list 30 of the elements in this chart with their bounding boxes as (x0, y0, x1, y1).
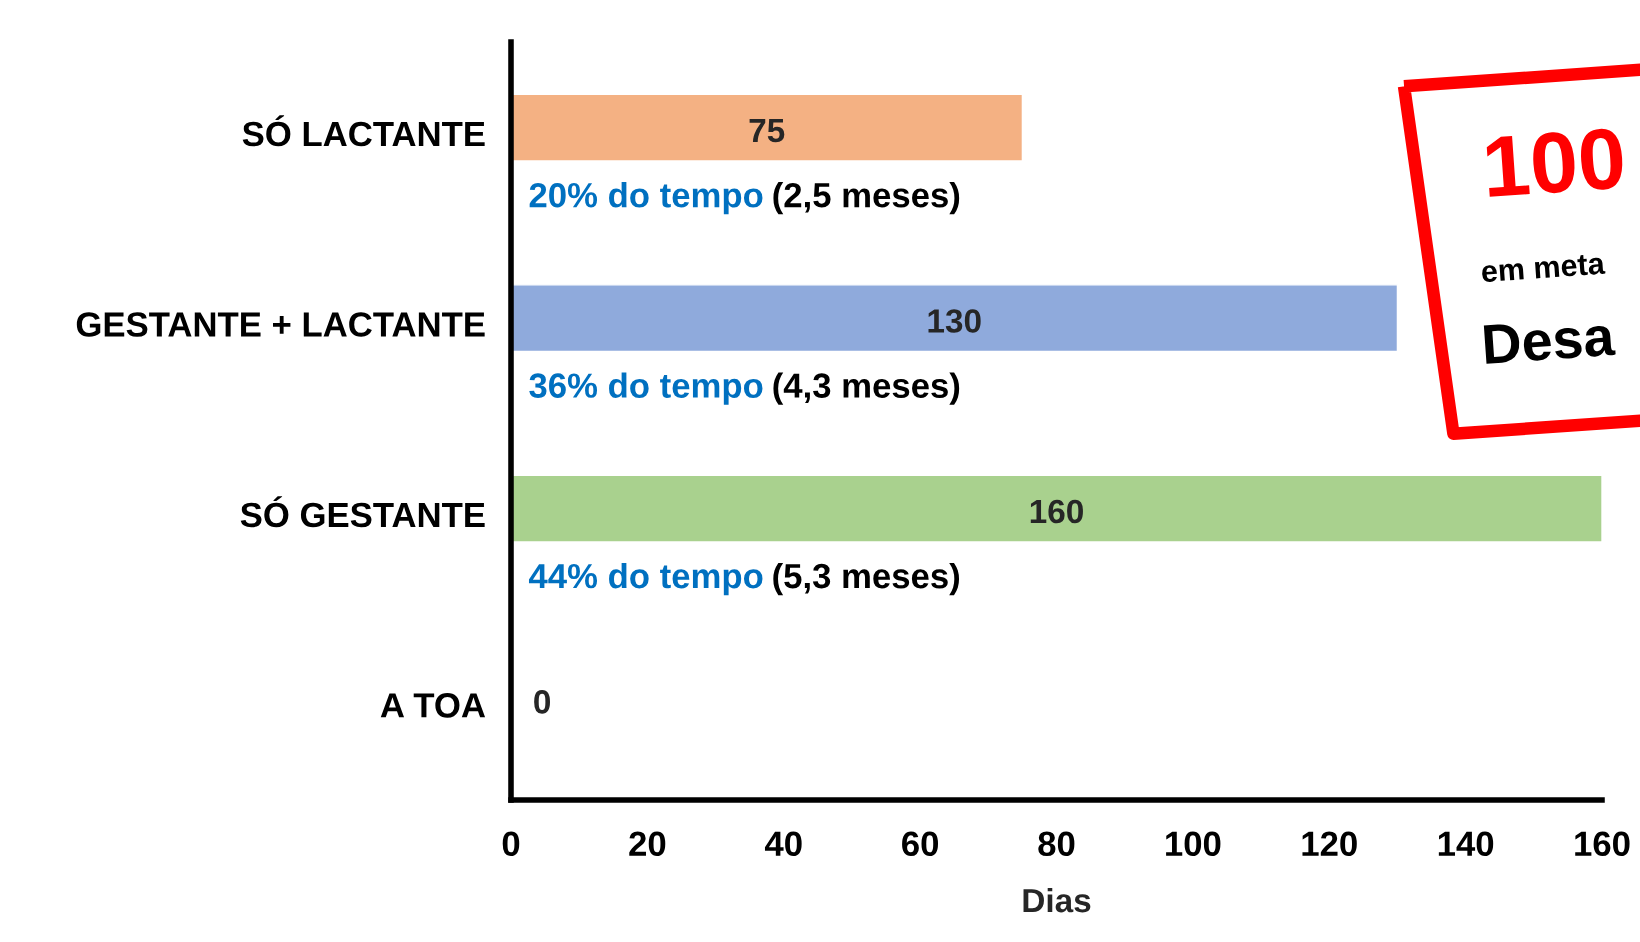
annotation: 36% do tempo (529, 372, 763, 405)
annotation: (2,5 meses) (773, 181, 960, 215)
annotation: 100 (1485, 127, 1625, 198)
data-label: 0 (534, 690, 550, 714)
data-label: 160 (1030, 499, 1083, 524)
x-tick-label: 80 (1038, 831, 1075, 857)
bar (511, 284, 1399, 353)
x-tick-label: 60 (902, 831, 939, 857)
annotation: (5,3 meses) (773, 562, 960, 596)
y-tick-label: GESTANTE + LACTANTE (76, 312, 485, 337)
x-tick-label: 140 (1438, 831, 1494, 857)
annotation: 44% do tempo (528, 562, 763, 596)
y-tick-label: A TOA (380, 693, 486, 718)
annotation: 20% do tempo (529, 181, 763, 215)
x-tick-label: 40 (764, 831, 802, 857)
data-label: 75 (749, 119, 785, 143)
x-tick-label: 0 (502, 831, 520, 857)
x-tick-label: 100 (1166, 831, 1221, 857)
x-tick-label: 20 (629, 831, 666, 857)
x-tick-label: 160 (1575, 831, 1630, 857)
annotation: Desa (1483, 316, 1616, 365)
y-tick-label: SÓ LACTANTE (242, 115, 485, 147)
x-axis-title: Dias (1023, 887, 1091, 913)
y-tick-label: SÓ GESTANTE (240, 496, 485, 528)
annotation: (4,3 meses) (773, 372, 960, 405)
annotation: em meta (1481, 253, 1606, 283)
data-label: 130 (928, 309, 981, 333)
bar (511, 93, 1024, 162)
x-tick-label: 120 (1302, 831, 1357, 857)
bar (511, 474, 1602, 543)
